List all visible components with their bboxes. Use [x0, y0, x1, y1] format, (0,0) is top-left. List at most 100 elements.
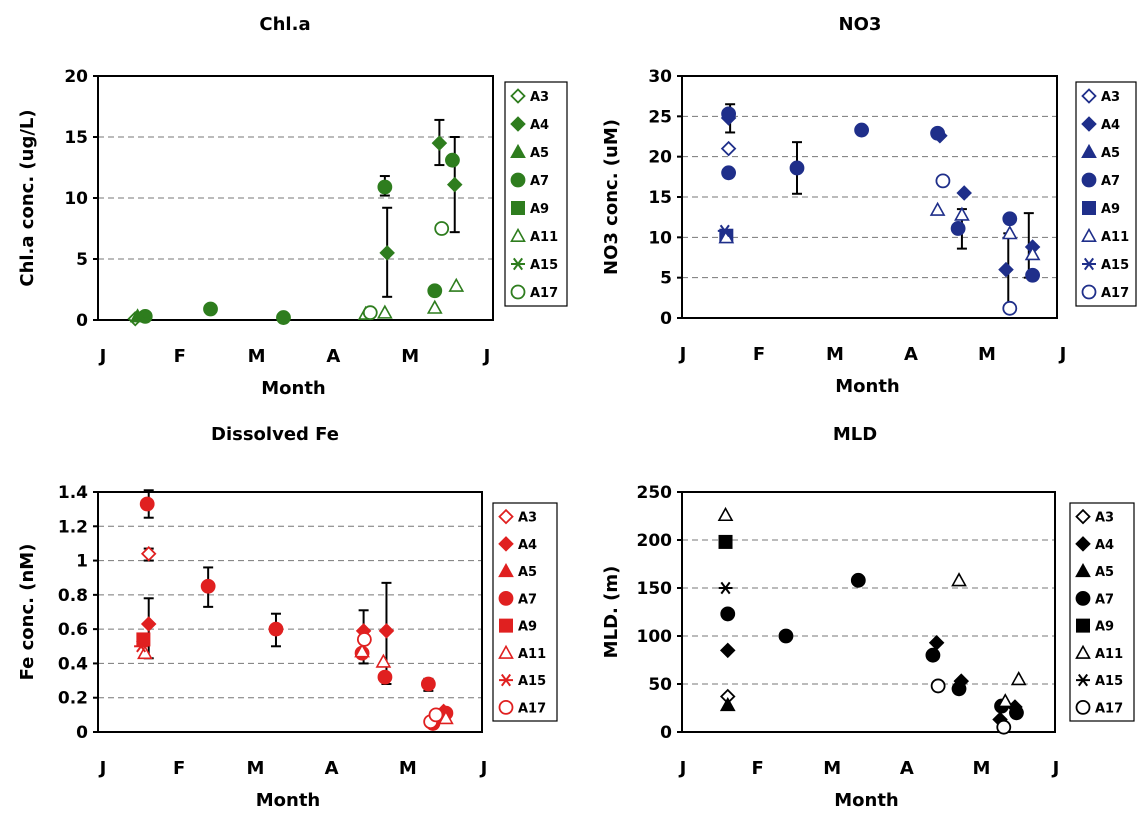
data-point [428, 707, 444, 723]
y-tick-label: 250 [637, 483, 673, 503]
x-tick-label: J [98, 346, 107, 367]
x-tick-label: J [1058, 344, 1067, 365]
x-tick-label: M [401, 346, 419, 367]
y-tick-label: 50 [648, 675, 672, 695]
legend-label: A15 [518, 674, 546, 689]
legend-label: A17 [1095, 701, 1123, 716]
legend-label: A17 [530, 286, 558, 301]
y-tick-label: 20 [648, 148, 672, 168]
legend-label: A17 [518, 701, 546, 716]
y-tick-label: 0 [660, 723, 672, 743]
data-point [951, 681, 967, 697]
y-axis-label: Chl.a conc. (ug/L) [17, 109, 38, 286]
data-point-stroke [720, 581, 731, 595]
y-tick-label: 25 [648, 107, 672, 127]
legend-marker [498, 590, 514, 606]
data-point [1010, 671, 1027, 686]
data-point [719, 696, 736, 712]
y-tick-label: 5 [76, 250, 88, 270]
data-point [1009, 705, 1024, 721]
data-point [718, 534, 733, 549]
x-tick-label: M [246, 758, 264, 779]
data-point [720, 606, 736, 622]
legend-label: A15 [1101, 258, 1129, 273]
legend-label: A5 [530, 146, 549, 161]
plot-frame [681, 75, 1058, 319]
legend-label: A5 [1101, 146, 1120, 161]
x-tick-label: M [248, 346, 266, 367]
data-point [930, 125, 945, 141]
data-point-stroke [719, 224, 730, 238]
y-axis-label: Fe conc. (nM) [17, 544, 38, 681]
x-tick-label: J [678, 344, 687, 365]
legend-marker [498, 508, 514, 525]
data-point-stroke [136, 640, 147, 653]
data-point [998, 261, 1014, 278]
y-tick-label: 10 [64, 189, 88, 209]
chart-panel: Chl.a 0 5 10 15 20 Chl.a conc. (ug/L) J F M A M J Mon… [17, 14, 568, 399]
legend-label: A3 [530, 90, 549, 105]
x-tick-label: J [678, 758, 687, 779]
data-point [200, 578, 216, 594]
legend: A3 A4 A5 A7 A9 A11 A15 A17 [1069, 502, 1135, 722]
legend-label: A15 [1095, 674, 1123, 689]
legend-label: A7 [1101, 174, 1120, 189]
data-point [445, 152, 460, 168]
data-point [717, 506, 734, 522]
x-tick-label: M [826, 344, 844, 365]
legend-marker [510, 143, 526, 158]
data-point [375, 653, 392, 668]
legend-label: A7 [530, 174, 549, 189]
data-point [956, 185, 972, 201]
legend-marker [1081, 284, 1097, 300]
legend-marker [1081, 227, 1097, 242]
x-axis-label: Month [256, 790, 321, 811]
plot-frame [97, 491, 483, 733]
x-tick-label: J [482, 346, 491, 367]
legend-label: A4 [1101, 118, 1120, 133]
data-point [719, 642, 736, 659]
x-axis-label: Month [835, 376, 900, 397]
y-axis-label: NO3 conc. (uM) [601, 119, 622, 275]
legend-label: A9 [1095, 620, 1114, 635]
legend-label: A3 [518, 511, 537, 526]
y-tick-label: 1 [76, 552, 88, 572]
y-tick-label: 0.6 [58, 620, 88, 640]
y-tick-label: 1.4 [58, 483, 88, 503]
data-point [426, 299, 443, 314]
data-point [137, 644, 153, 660]
legend-label: A11 [530, 230, 558, 245]
y-tick-label: 20 [64, 67, 88, 87]
data-point [448, 277, 465, 292]
y-tick-label: 1.2 [58, 517, 88, 537]
legend-marker [510, 227, 526, 242]
data-point [951, 572, 967, 587]
data-point [928, 634, 945, 651]
data-point [431, 135, 448, 151]
data-point [276, 310, 291, 325]
data-point [929, 201, 946, 216]
legend: A3 A4 A5 A7 A9 A11 A15 A17 [492, 502, 558, 722]
legend-marker [1081, 116, 1097, 132]
legend: A3 A4 A5 A7 A9 A11 A15 A17 [1075, 81, 1137, 307]
x-tick-label: M [978, 344, 996, 365]
x-axis-label: Month [834, 790, 899, 811]
legend-marker [498, 562, 514, 578]
data-point [140, 616, 157, 632]
legend-marker [498, 536, 514, 552]
x-axis-label: Month [261, 378, 326, 399]
data-point [925, 647, 941, 663]
y-tick-label: 150 [637, 579, 673, 599]
x-tick-label: M [399, 758, 417, 779]
legend-marker [1075, 508, 1091, 525]
y-tick-label: 10 [648, 228, 672, 248]
x-tick-label: A [326, 346, 340, 367]
legend-marker [510, 284, 526, 300]
data-point [1001, 225, 1018, 240]
data-point [1002, 300, 1018, 316]
y-tick-label: 0 [76, 723, 88, 743]
legend-marker [510, 116, 526, 132]
legend-label: A4 [530, 118, 549, 133]
